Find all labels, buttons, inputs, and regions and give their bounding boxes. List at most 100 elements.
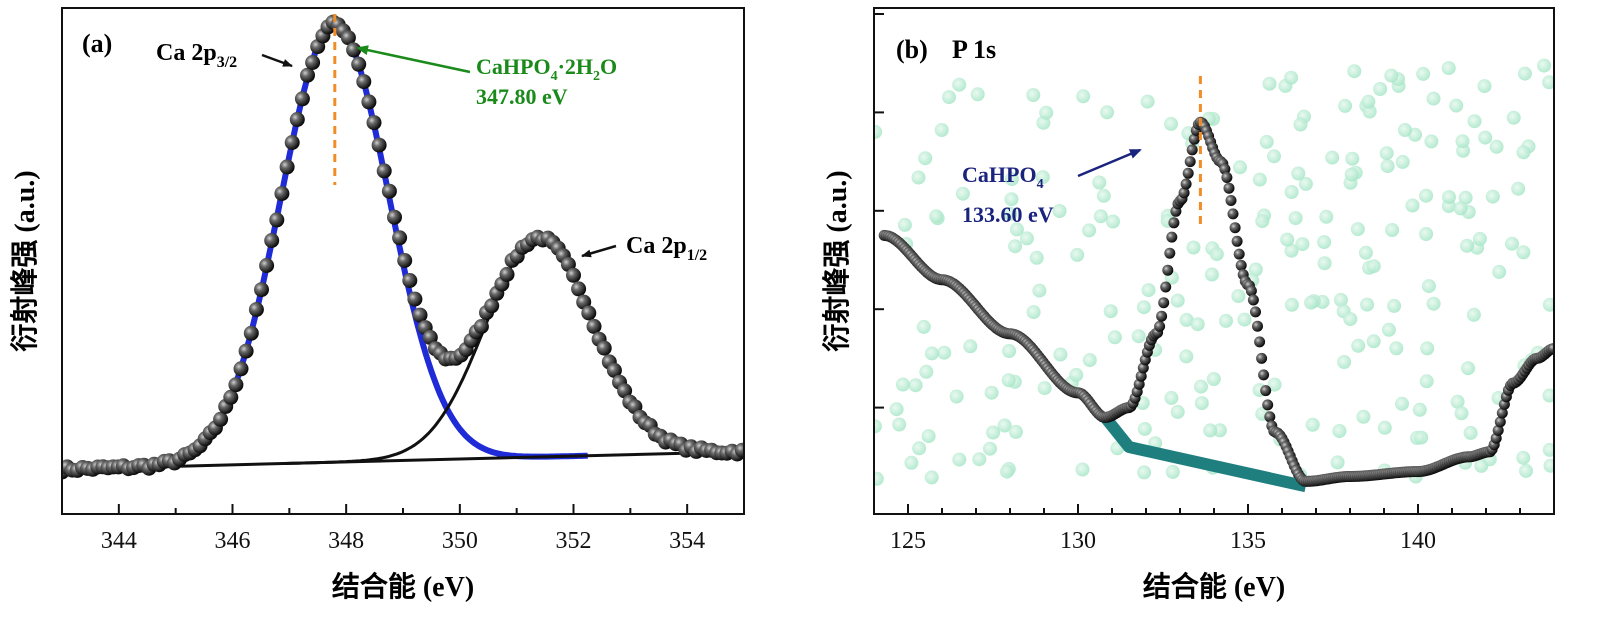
noise-point — [1421, 279, 1436, 294]
noise-point — [1381, 322, 1396, 337]
data-point — [381, 183, 397, 199]
noise-point — [1317, 256, 1332, 271]
noise-point — [904, 455, 919, 470]
noise-point — [1389, 341, 1404, 356]
noise-point — [1426, 91, 1441, 106]
noise-point — [1460, 238, 1474, 253]
noise-point — [1319, 209, 1334, 224]
noise-point — [1204, 267, 1219, 282]
noise-point — [908, 378, 923, 393]
data-point — [1256, 352, 1268, 364]
noise-point — [1284, 243, 1299, 258]
noise-point — [1477, 79, 1492, 94]
data-point — [392, 230, 408, 246]
noise-point — [1000, 464, 1014, 479]
noise-point — [972, 452, 987, 467]
noise-point — [1458, 190, 1473, 205]
data-point — [376, 163, 392, 179]
noise-point — [1194, 379, 1208, 394]
noise-point — [983, 441, 997, 456]
data-point — [1221, 172, 1233, 183]
data-point — [412, 307, 428, 323]
data-point — [1180, 178, 1192, 190]
panel-a-compound-energy: 347.80 eV — [476, 84, 568, 109]
data-point — [606, 362, 622, 378]
noise-point — [1100, 105, 1115, 120]
noise-point — [1350, 222, 1365, 237]
noise-point — [1070, 247, 1085, 262]
noise-point — [1206, 372, 1221, 386]
data-point — [1492, 424, 1504, 436]
noise-point — [1472, 231, 1487, 246]
data-point — [294, 91, 310, 107]
noise-point — [1325, 150, 1340, 165]
panel-a-peak2-arrow — [581, 244, 617, 258]
noise-point — [924, 346, 939, 361]
data-point — [254, 282, 269, 298]
noise-point — [1069, 367, 1084, 382]
noise-point — [1209, 247, 1224, 262]
panel-b-compound-energy: 133.60 eV — [962, 202, 1054, 227]
noise-point — [1284, 297, 1299, 312]
panel-b-baseline — [1100, 413, 1308, 493]
data-point — [1235, 259, 1247, 271]
noise-point — [949, 389, 964, 404]
noise-point — [1237, 312, 1252, 327]
noise-point — [1082, 353, 1097, 368]
noise-point — [1344, 167, 1359, 182]
noise-point — [912, 441, 927, 456]
noise-point — [1419, 188, 1434, 203]
data-point — [473, 319, 489, 334]
noise-point — [1385, 223, 1400, 237]
noise-point — [1343, 312, 1358, 327]
noise-point — [1317, 235, 1332, 250]
noise-point — [1280, 232, 1295, 247]
data-point — [1258, 369, 1270, 381]
noise-point — [1008, 424, 1023, 439]
noise-point — [1136, 300, 1151, 315]
noise-point — [997, 418, 1012, 433]
noise-point — [1252, 172, 1267, 187]
noise-point — [1519, 463, 1533, 478]
noise-point — [1360, 297, 1375, 312]
noise-point — [1398, 123, 1412, 137]
panel-b-label: (b) — [896, 35, 928, 64]
data-point — [300, 67, 315, 83]
data-point — [387, 209, 402, 225]
noise-point — [1506, 110, 1521, 125]
data-point — [734, 442, 744, 458]
noise-point — [1516, 145, 1531, 160]
noise-point — [1179, 312, 1194, 327]
noise-point — [1026, 88, 1041, 102]
panel-a-compound-formula: CaHPO4·2H2O — [476, 54, 617, 84]
noise-point — [1131, 329, 1146, 344]
data-point — [305, 55, 321, 70]
noise-point — [874, 124, 883, 139]
panel-b-y-axis-label: 衍射峰强 (a.u.) — [821, 170, 853, 351]
noise-point — [1379, 146, 1394, 161]
noise-point — [1449, 98, 1464, 113]
data-point — [1231, 235, 1243, 247]
noise-point — [1384, 68, 1399, 83]
noise-point — [1295, 237, 1310, 252]
noise-point — [1267, 149, 1281, 164]
noise-point — [1248, 262, 1263, 277]
noise-point — [1026, 305, 1041, 320]
noise-point — [942, 90, 956, 105]
noise-point — [1461, 361, 1476, 376]
noise-point — [1511, 181, 1526, 196]
data-point — [407, 291, 423, 307]
noise-point — [1029, 250, 1044, 265]
noise-point — [1347, 64, 1362, 79]
noise-point — [911, 170, 926, 185]
panel-b-x-axis-label: 结合能 (eV) — [1143, 570, 1285, 603]
noise-point — [952, 77, 967, 92]
noise-point — [1467, 114, 1482, 129]
x-tick-label: 130 — [1060, 528, 1096, 554]
noise-point — [1009, 222, 1024, 237]
panel-b-frame — [873, 7, 1555, 515]
data-point — [351, 56, 367, 72]
noise-point — [1453, 201, 1468, 216]
data-point — [1160, 281, 1172, 293]
noise-point — [874, 419, 882, 434]
